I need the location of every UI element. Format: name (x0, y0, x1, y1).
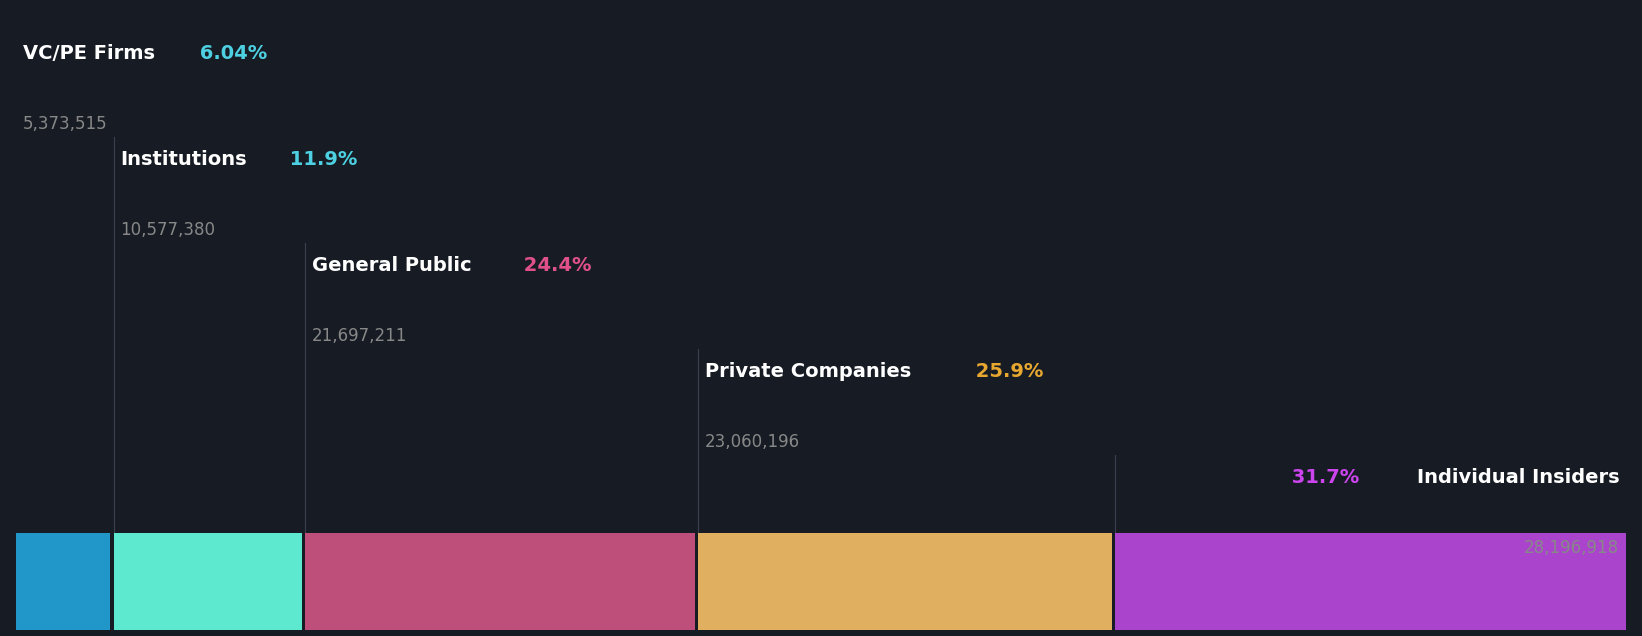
Bar (698, 533, 1112, 630)
Text: 21,697,211: 21,697,211 (312, 328, 407, 345)
Text: VC/PE Firms: VC/PE Firms (23, 44, 154, 63)
Bar (113, 533, 302, 630)
Text: 10,577,380: 10,577,380 (120, 221, 215, 239)
Text: 5,373,515: 5,373,515 (23, 116, 107, 134)
Text: 24.4%: 24.4% (517, 256, 591, 275)
Text: 23,060,196: 23,060,196 (704, 433, 800, 452)
Text: 31.7%: 31.7% (1286, 467, 1360, 487)
Text: Institutions: Institutions (120, 149, 246, 169)
Bar (305, 533, 695, 630)
Bar (16, 533, 110, 630)
Text: 28,196,918: 28,196,918 (1524, 539, 1619, 557)
Text: Individual Insiders: Individual Insiders (1417, 467, 1619, 487)
Text: Private Companies: Private Companies (704, 362, 911, 380)
Text: 11.9%: 11.9% (284, 149, 358, 169)
Text: 25.9%: 25.9% (969, 362, 1043, 380)
Text: General Public: General Public (312, 256, 471, 275)
Text: 6.04%: 6.04% (194, 44, 268, 63)
Bar (1115, 533, 1626, 630)
